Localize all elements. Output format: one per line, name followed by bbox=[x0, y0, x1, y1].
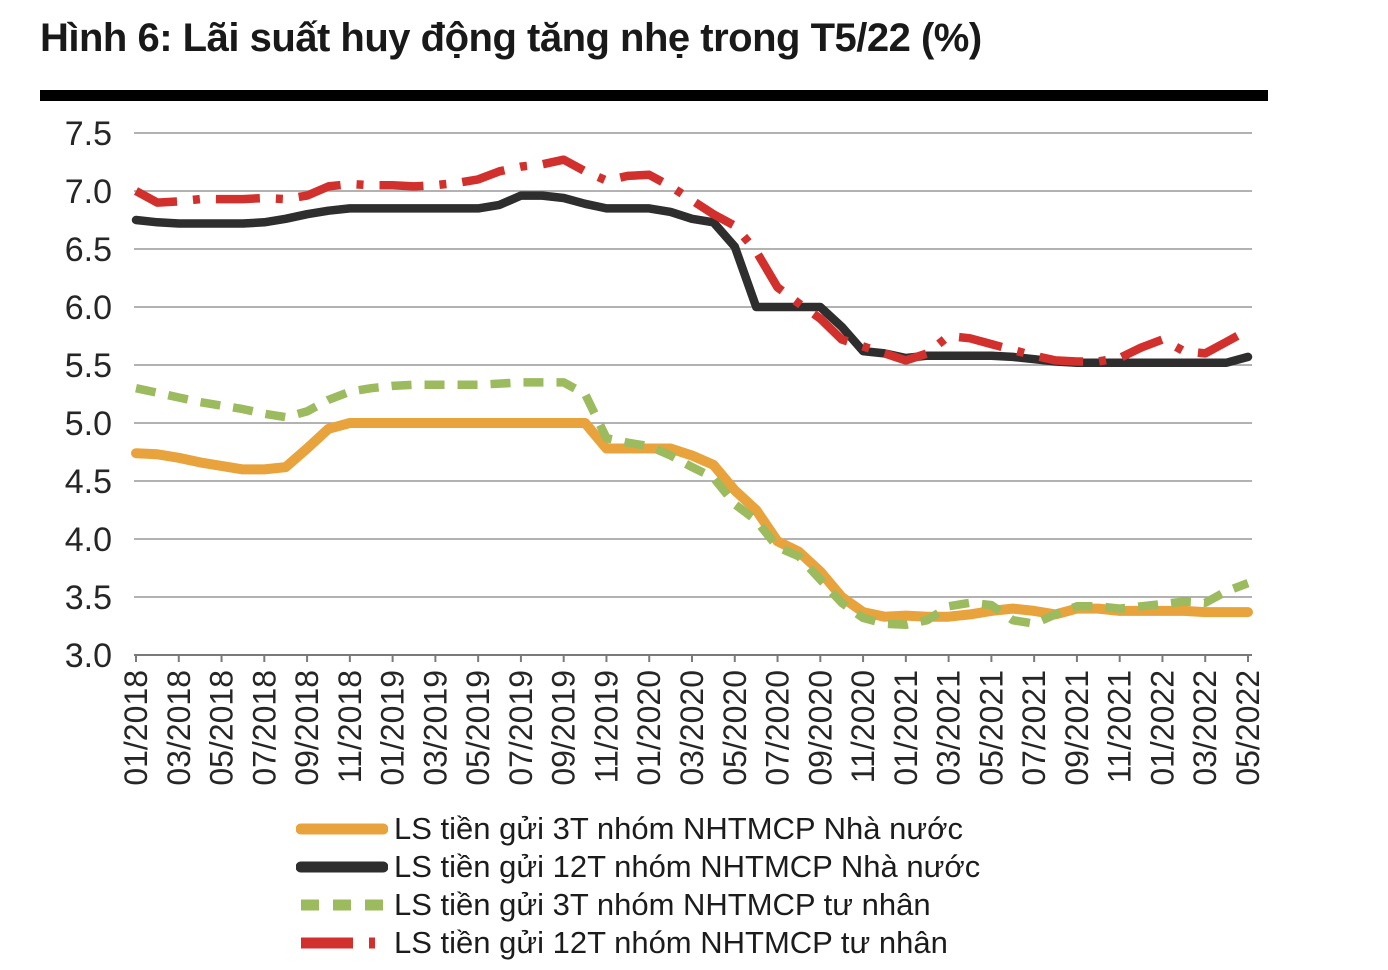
series-line-3 bbox=[133, 155, 1251, 366]
y-axis-label: 3.0 bbox=[65, 637, 112, 675]
series-line-2 bbox=[135, 378, 1250, 630]
x-axis-label: 03/2019 bbox=[417, 670, 453, 786]
legend-label: LS tiền gửi 12T nhóm NHTMCP Nhà nước bbox=[394, 849, 981, 884]
y-axis-label: 3.5 bbox=[65, 579, 112, 617]
legend-item: LS tiền gửi 12T nhóm NHTMCP Nhà nước bbox=[296, 848, 980, 886]
x-axis-label: 07/2020 bbox=[760, 670, 796, 786]
x-axis-label: 01/2018 bbox=[118, 670, 154, 786]
x-axis-label: 05/2021 bbox=[973, 670, 1009, 786]
deposit-rate-line-chart: 7.57.06.56.05.55.04.54.03.53.001/2018 03/… bbox=[65, 115, 1266, 786]
x-axis-label: 11/2018 bbox=[332, 670, 368, 783]
legend-swatch-0 bbox=[296, 823, 388, 835]
y-axis-label: 5.5 bbox=[65, 347, 112, 385]
x-axis-label: 05/2020 bbox=[717, 670, 753, 786]
x-axis-label: 07/2021 bbox=[1016, 670, 1052, 786]
page-title: Hình 6: Lãi suất huy động tăng nhẹ trong… bbox=[40, 16, 982, 60]
y-axis-label: 4.5 bbox=[65, 463, 112, 501]
x-axis-label: 05/2022 bbox=[1230, 670, 1266, 786]
legend-item: LS tiền gửi 3T nhóm NHTMCP tư nhân bbox=[296, 886, 980, 924]
x-axis-label: 11/2020 bbox=[845, 670, 881, 783]
x-axis-label: 01/2022 bbox=[1144, 670, 1180, 786]
legend-swatch-3 bbox=[301, 937, 383, 949]
x-axis-label: 09/2019 bbox=[546, 670, 582, 786]
x-axis-label: 01/2020 bbox=[631, 670, 667, 786]
legend-item: LS tiền gửi 12T nhóm NHTMCP tư nhân bbox=[296, 924, 980, 962]
x-axis-label: 09/2020 bbox=[802, 670, 838, 786]
series-line-1 bbox=[131, 191, 1253, 367]
x-axis-label: 09/2021 bbox=[1059, 670, 1095, 786]
x-axis-label: 03/2020 bbox=[674, 670, 710, 786]
x-axis-label: 05/2018 bbox=[204, 670, 240, 786]
legend-label: LS tiền gửi 3T nhóm NHTMCP Nhà nước bbox=[394, 811, 963, 846]
y-axis-label: 7.5 bbox=[65, 115, 112, 153]
legend-swatch-1 bbox=[296, 861, 388, 873]
legend-label: LS tiền gửi 12T nhóm NHTMCP tư nhân bbox=[394, 925, 948, 960]
title-divider bbox=[40, 90, 1268, 101]
x-axis-label: 11/2021 bbox=[1102, 670, 1138, 783]
legend-label: LS tiền gửi 3T nhóm NHTMCP tư nhân bbox=[394, 887, 931, 922]
x-axis-label: 01/2019 bbox=[375, 670, 411, 786]
series-line-0 bbox=[131, 418, 1253, 622]
y-axis-label: 6.0 bbox=[65, 289, 112, 327]
x-axis-label: 03/2018 bbox=[161, 670, 197, 786]
y-axis-label: 7.0 bbox=[65, 173, 112, 211]
x-axis-label: 09/2018 bbox=[289, 670, 325, 786]
x-axis-label: 05/2019 bbox=[460, 670, 496, 786]
y-axis-label: 6.5 bbox=[65, 231, 112, 269]
y-axis-label: 4.0 bbox=[65, 521, 112, 559]
x-axis-label: 07/2018 bbox=[246, 670, 282, 786]
chart-legend: LS tiền gửi 3T nhóm NHTMCP Nhà nước LS ti… bbox=[296, 810, 980, 962]
x-axis-label: 07/2019 bbox=[503, 670, 539, 786]
y-axis-label: 5.0 bbox=[65, 405, 112, 443]
legend-item: LS tiền gửi 3T nhóm NHTMCP Nhà nước bbox=[296, 810, 980, 848]
x-axis-label: 01/2021 bbox=[888, 670, 924, 786]
x-axis-label: 03/2021 bbox=[931, 670, 967, 786]
x-axis-label: 11/2019 bbox=[588, 670, 624, 783]
x-axis-label: 03/2022 bbox=[1187, 670, 1223, 786]
legend-swatch-2 bbox=[301, 899, 383, 911]
